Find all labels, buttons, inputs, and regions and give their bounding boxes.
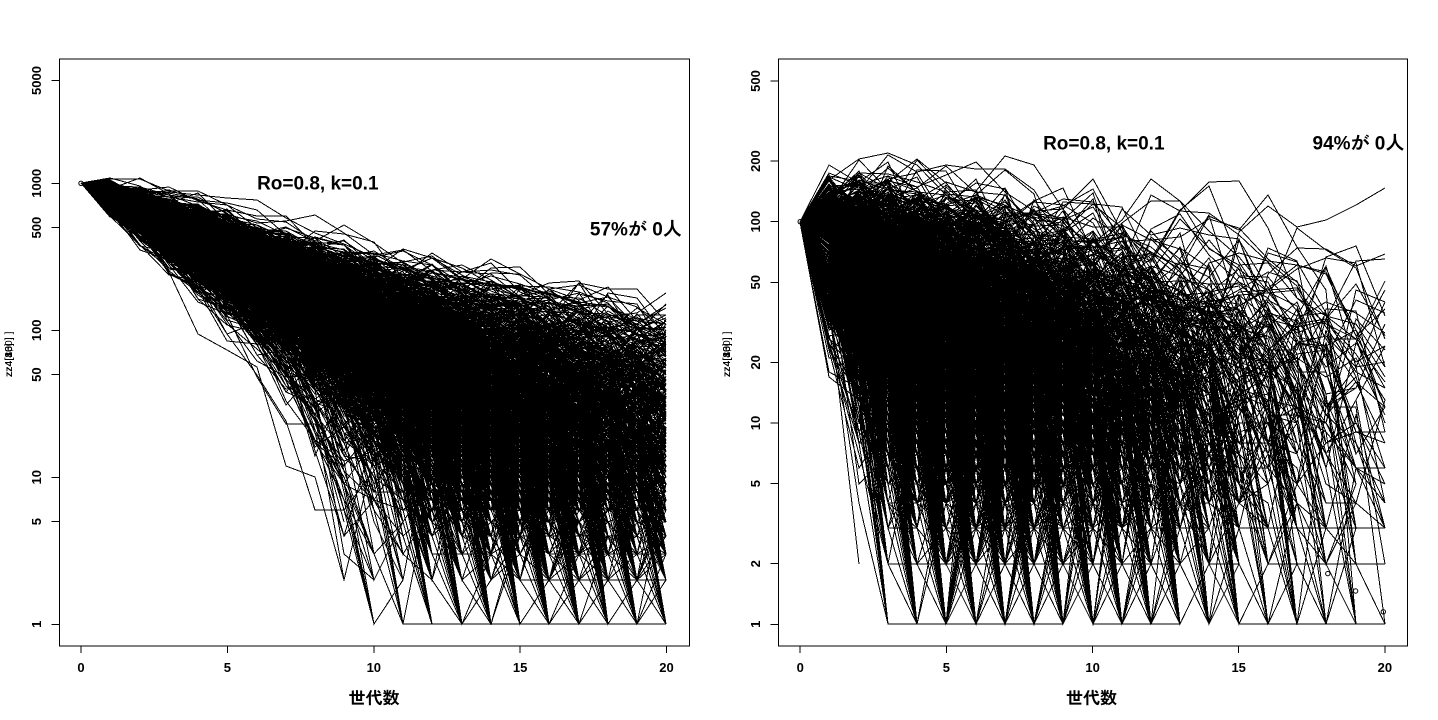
svg-text:500: 500 xyxy=(748,70,763,92)
svg-text:zz4[46, ]: zz4[46, ] xyxy=(721,337,733,377)
svg-text:Ro=0.8, k=0.1: Ro=0.8, k=0.1 xyxy=(257,174,379,195)
svg-text:zz4[100, ]: zz4[100, ] xyxy=(3,331,15,377)
svg-text:200: 200 xyxy=(748,150,763,172)
svg-text:zz4[83, ]: zz4[83, ] xyxy=(3,337,15,377)
svg-text:50: 50 xyxy=(748,275,763,289)
svg-text:zz4[100, ]: zz4[100, ] xyxy=(721,331,733,377)
svg-text:5: 5 xyxy=(943,660,950,675)
svg-text:15: 15 xyxy=(1231,660,1245,675)
svg-text:20: 20 xyxy=(748,355,763,369)
svg-text:100: 100 xyxy=(748,211,763,233)
svg-text:57%: 57% xyxy=(590,220,628,241)
svg-text:5000: 5000 xyxy=(29,66,44,95)
svg-text:0: 0 xyxy=(77,660,84,675)
svg-text:1000: 1000 xyxy=(29,169,44,198)
svg-text:0: 0 xyxy=(652,220,663,241)
svg-text:0: 0 xyxy=(1375,134,1386,155)
svg-text:50: 50 xyxy=(29,367,44,381)
svg-text:10: 10 xyxy=(1085,660,1099,675)
svg-text:15: 15 xyxy=(513,660,527,675)
svg-text:10: 10 xyxy=(367,660,381,675)
svg-text:0: 0 xyxy=(797,660,804,675)
svg-text:1: 1 xyxy=(29,621,44,628)
svg-text:94%: 94% xyxy=(1313,134,1351,155)
svg-text:zz4[83, ]: zz4[83, ] xyxy=(721,337,733,377)
svg-text:5: 5 xyxy=(748,480,763,487)
svg-text:100: 100 xyxy=(29,319,44,341)
svg-text:5: 5 xyxy=(29,518,44,525)
svg-text:20: 20 xyxy=(1378,660,1392,675)
svg-text:zz4[46, ]: zz4[46, ] xyxy=(3,337,15,377)
svg-text:5: 5 xyxy=(224,660,231,675)
svg-text:Ro=0.8, k=0.1: Ro=0.8, k=0.1 xyxy=(1043,134,1165,155)
svg-text:20: 20 xyxy=(659,660,673,675)
svg-text:zz4[1, ]: zz4[1, ] xyxy=(3,343,15,377)
svg-text:500: 500 xyxy=(29,217,44,239)
svg-text:2: 2 xyxy=(748,560,763,567)
svg-text:10: 10 xyxy=(29,470,44,484)
svg-text:10: 10 xyxy=(748,416,763,430)
svg-text:zz4[1, ]: zz4[1, ] xyxy=(721,343,733,377)
svg-text:1: 1 xyxy=(748,621,763,628)
